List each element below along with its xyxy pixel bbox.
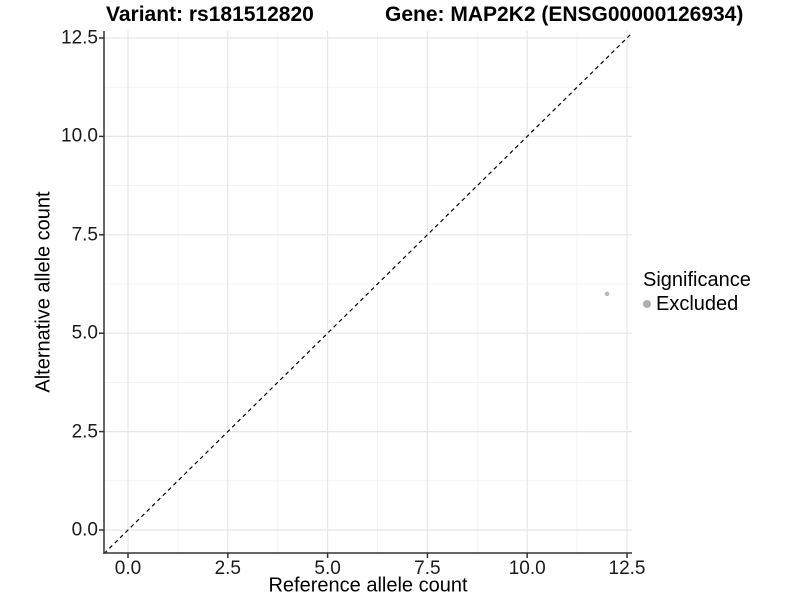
- data-point: [604, 291, 610, 297]
- legend-point-icon: [643, 300, 651, 308]
- y-tick-label: 10.0: [61, 125, 98, 147]
- y-tick-label: 7.5: [71, 224, 98, 246]
- legend: Significance Excluded: [643, 269, 751, 315]
- legend-title: Significance: [643, 269, 751, 291]
- plot-title-gene: Gene: MAP2K2 (ENSG00000126934): [385, 3, 744, 26]
- x-tick-label: 2.5: [214, 558, 242, 579]
- x-tick-label: 12.5: [608, 558, 646, 579]
- legend-item-excluded: Excluded: [643, 293, 751, 315]
- plot-title-variant: Variant: rs181512820: [106, 3, 314, 26]
- legend-item-label: Excluded: [656, 293, 739, 315]
- x-tick-label: 5.0: [314, 558, 341, 579]
- identity-line: [104, 32, 632, 553]
- y-tick-label: 0.0: [71, 519, 98, 541]
- x-tick-label: 10.0: [508, 558, 546, 579]
- x-tick-label: 0.0: [114, 558, 142, 579]
- y-tick-label: 12.5: [61, 27, 98, 49]
- y-tick-label: 5.0: [71, 322, 98, 344]
- x-tick-label: 7.5: [414, 558, 441, 579]
- x-axis-title: Reference allele count: [268, 574, 468, 597]
- y-tick-label: 2.5: [71, 421, 98, 443]
- y-axis-title: Alternative allele count: [32, 191, 55, 393]
